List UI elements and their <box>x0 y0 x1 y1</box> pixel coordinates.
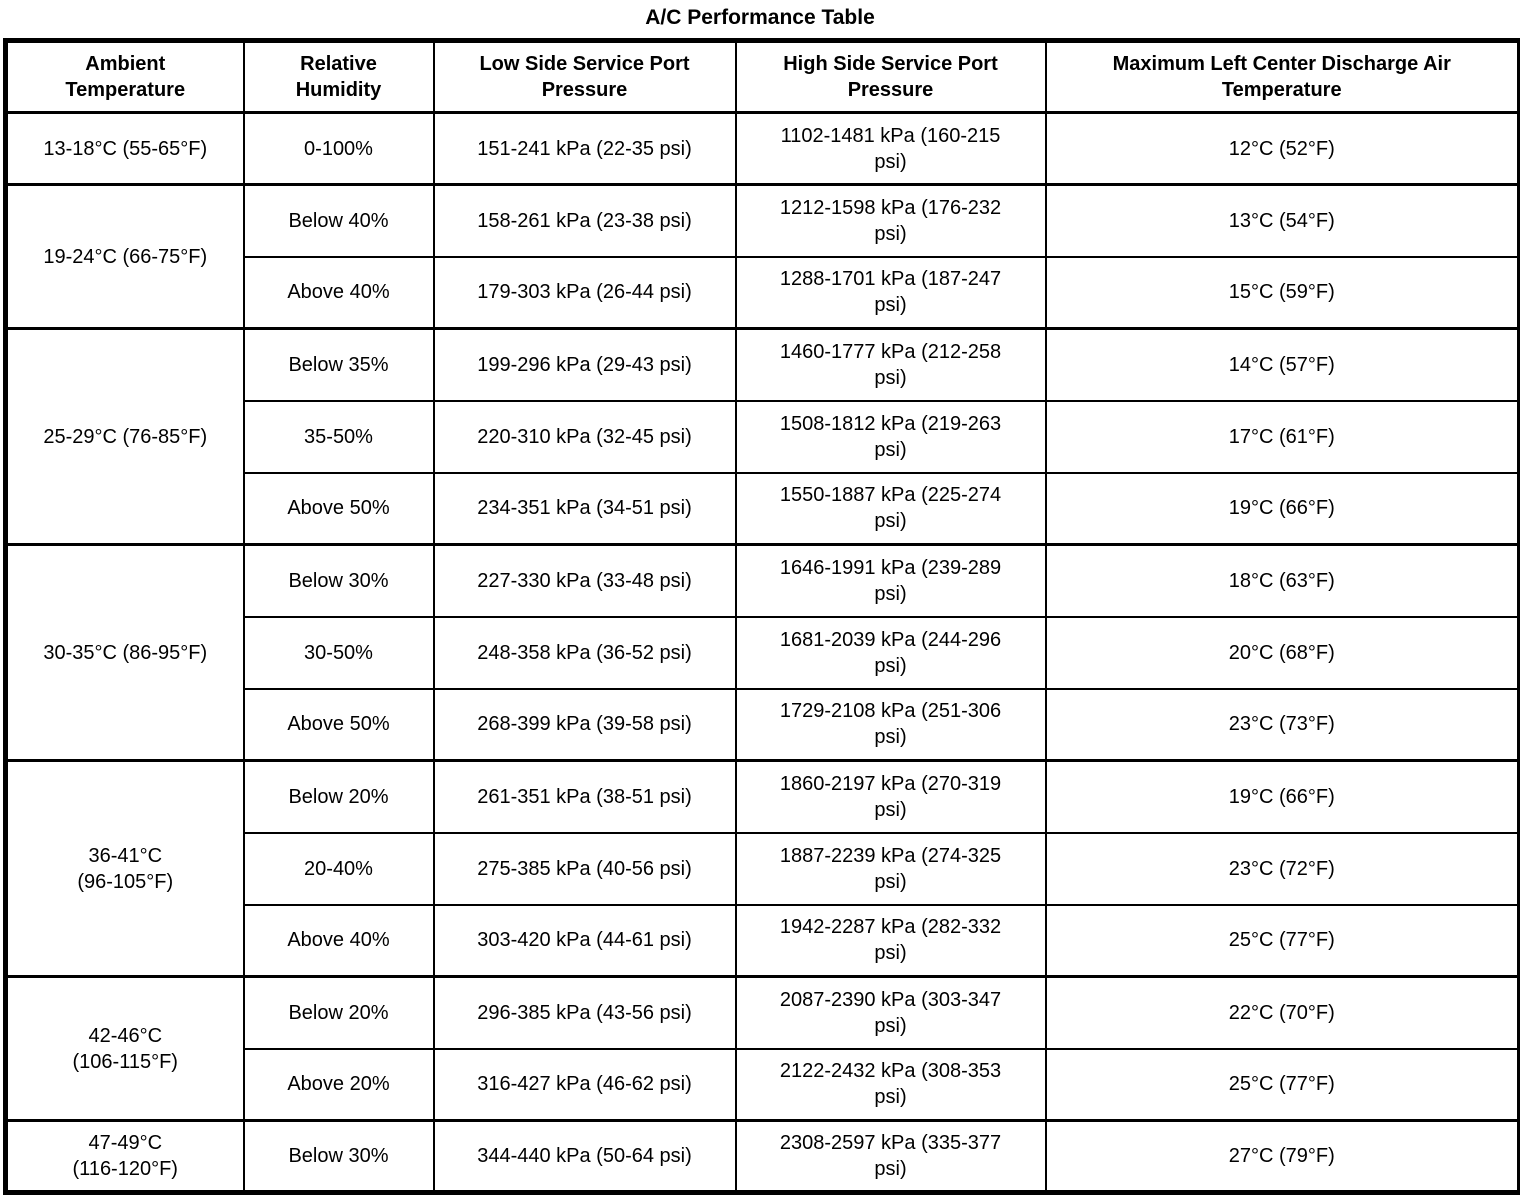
low-pressure-cell: 275-385 kPa (40-56 psi) <box>432 831 737 906</box>
ambient-temp-cell: 42-46°C (106-115°F) <box>4 975 245 1122</box>
humidity-cell: Above 50% <box>242 471 435 546</box>
table-row: Above 50% 234-351 kPa (34-51 psi) 1550-1… <box>6 471 1520 546</box>
low-pressure-cell: 303-420 kPa (44-61 psi) <box>432 903 737 978</box>
low-pressure-cell: 296-385 kPa (43-56 psi) <box>432 975 737 1050</box>
table-row: 25-29°C (76-85°F) Below 35% 199-296 kPa … <box>4 327 1520 546</box>
col-header-max-discharge-temperature: Maximum Left Center Discharge Air Temper… <box>1044 39 1520 114</box>
humidity-cell: Above 40% <box>242 255 435 330</box>
humidity-cell: 30-50% <box>242 615 435 690</box>
low-pressure-cell: 268-399 kPa (39-58 psi) <box>432 687 737 762</box>
ambient-temp-cell: 19-24°C (66-75°F) <box>4 183 245 330</box>
col-header-relative-humidity: Relative Humidity <box>242 39 435 114</box>
discharge-temp-cell: 27°C (79°F) <box>1044 1119 1520 1194</box>
high-pressure-cell: 1681-2039 kPa (244-296 psi) <box>734 615 1047 690</box>
discharge-temp-cell: 15°C (59°F) <box>1044 255 1520 330</box>
high-pressure-cell: 1508-1812 kPa (219-263 psi) <box>734 399 1047 474</box>
humidity-cell: 20-40% <box>242 831 435 906</box>
table-row: Above 40% 303-420 kPa (44-61 psi) 1942-2… <box>6 903 1520 978</box>
low-pressure-cell: 151-241 kPa (22-35 psi) <box>432 111 737 186</box>
discharge-temp-cell: 14°C (57°F) <box>1044 327 1520 402</box>
high-pressure-cell: 1460-1777 kPa (212-258 psi) <box>734 327 1047 402</box>
humidity-cell: Below 35% <box>242 327 435 402</box>
high-pressure-cell: 1102-1481 kPa (160-215 psi) <box>734 111 1047 186</box>
discharge-temp-cell: 23°C (72°F) <box>1044 831 1520 906</box>
discharge-temp-cell: 25°C (77°F) <box>1044 903 1520 978</box>
high-pressure-cell: 1860-2197 kPa (270-319 psi) <box>734 759 1047 834</box>
ac-performance-table: Ambient Temperature Relative Humidity Lo… <box>3 38 1520 1195</box>
discharge-temp-cell: 12°C (52°F) <box>1044 111 1520 186</box>
table-row: 36-41°C (96-105°F) Below 20% 261-351 kPa… <box>4 759 1520 978</box>
ambient-temp-cell: 47-49°C (116-120°F) <box>4 1119 245 1194</box>
header-row: Ambient Temperature Relative Humidity Lo… <box>4 39 1520 114</box>
low-pressure-cell: 344-440 kPa (50-64 psi) <box>432 1119 737 1194</box>
humidity-cell: Below 30% <box>242 1119 435 1194</box>
discharge-temp-cell: 25°C (77°F) <box>1044 1047 1520 1122</box>
humidity-cell: Below 20% <box>242 759 435 834</box>
table-row: 20-40% 275-385 kPa (40-56 psi) 1887-2239… <box>6 831 1520 906</box>
low-pressure-cell: 199-296 kPa (29-43 psi) <box>432 327 737 402</box>
col-header-ambient-temperature: Ambient Temperature <box>4 39 245 114</box>
ambient-temp-cell: 13-18°C (55-65°F) <box>4 111 245 186</box>
humidity-cell: 35-50% <box>242 399 435 474</box>
low-pressure-cell: 158-261 kPa (23-38 psi) <box>432 183 737 258</box>
ambient-temp-cell: 25-29°C (76-85°F) <box>4 327 245 546</box>
table-row: 35-50% 220-310 kPa (32-45 psi) 1508-1812… <box>6 399 1520 474</box>
col-header-low-side-pressure: Low Side Service Port Pressure <box>432 39 737 114</box>
discharge-temp-cell: 18°C (63°F) <box>1044 543 1520 618</box>
low-pressure-cell: 179-303 kPa (26-44 psi) <box>432 255 737 330</box>
page-title: A/C Performance Table <box>645 6 875 29</box>
discharge-temp-cell: 23°C (73°F) <box>1044 687 1520 762</box>
high-pressure-cell: 1942-2287 kPa (282-332 psi) <box>734 903 1047 978</box>
low-pressure-cell: 261-351 kPa (38-51 psi) <box>432 759 737 834</box>
table-row: 30-50% 248-358 kPa (36-52 psi) 1681-2039… <box>6 615 1520 690</box>
high-pressure-cell: 1729-2108 kPa (251-306 psi) <box>734 687 1047 762</box>
humidity-cell: Above 50% <box>242 687 435 762</box>
table-row: Above 50% 268-399 kPa (39-58 psi) 1729-2… <box>6 687 1520 762</box>
low-pressure-cell: 316-427 kPa (46-62 psi) <box>432 1047 737 1122</box>
discharge-temp-cell: 20°C (68°F) <box>1044 615 1520 690</box>
humidity-cell: Above 40% <box>242 903 435 978</box>
discharge-temp-cell: 19°C (66°F) <box>1044 471 1520 546</box>
ambient-temp-cell: 30-35°C (86-95°F) <box>4 543 245 762</box>
discharge-temp-cell: 19°C (66°F) <box>1044 759 1520 834</box>
humidity-cell: Below 40% <box>242 183 435 258</box>
high-pressure-cell: 1288-1701 kPa (187-247 psi) <box>734 255 1047 330</box>
humidity-cell: 0-100% <box>242 111 435 186</box>
high-pressure-cell: 2122-2432 kPa (308-353 psi) <box>734 1047 1047 1122</box>
table-row: 42-46°C (106-115°F) Below 20% 296-385 kP… <box>4 975 1520 1122</box>
humidity-cell: Above 20% <box>242 1047 435 1122</box>
table-row: Above 20% 316-427 kPa (46-62 psi) 2122-2… <box>6 1047 1520 1122</box>
high-pressure-cell: 1212-1598 kPa (176-232 psi) <box>734 183 1047 258</box>
low-pressure-cell: 248-358 kPa (36-52 psi) <box>432 615 737 690</box>
low-pressure-cell: 220-310 kPa (32-45 psi) <box>432 399 737 474</box>
discharge-temp-cell: 13°C (54°F) <box>1044 183 1520 258</box>
low-pressure-cell: 227-330 kPa (33-48 psi) <box>432 543 737 618</box>
col-header-high-side-pressure: High Side Service Port Pressure <box>734 39 1047 114</box>
high-pressure-cell: 1550-1887 kPa (225-274 psi) <box>734 471 1047 546</box>
discharge-temp-cell: 22°C (70°F) <box>1044 975 1520 1050</box>
high-pressure-cell: 1646-1991 kPa (239-289 psi) <box>734 543 1047 618</box>
high-pressure-cell: 2308-2597 kPa (335-377 psi) <box>734 1119 1047 1194</box>
table-row: 47-49°C (116-120°F) Below 30% 344-440 kP… <box>4 1119 1520 1194</box>
discharge-temp-cell: 17°C (61°F) <box>1044 399 1520 474</box>
humidity-cell: Below 20% <box>242 975 435 1050</box>
high-pressure-cell: 2087-2390 kPa (303-347 psi) <box>734 975 1047 1050</box>
table-row: 19-24°C (66-75°F) Below 40% 158-261 kPa … <box>4 183 1520 330</box>
low-pressure-cell: 234-351 kPa (34-51 psi) <box>432 471 737 546</box>
humidity-cell: Below 30% <box>242 543 435 618</box>
table-row: Above 40% 179-303 kPa (26-44 psi) 1288-1… <box>6 255 1520 330</box>
high-pressure-cell: 1887-2239 kPa (274-325 psi) <box>734 831 1047 906</box>
ambient-temp-cell: 36-41°C (96-105°F) <box>4 759 245 978</box>
table-row: 30-35°C (86-95°F) Below 30% 227-330 kPa … <box>4 543 1520 762</box>
table-row: 13-18°C (55-65°F) 0-100% 151-241 kPa (22… <box>4 111 1520 186</box>
